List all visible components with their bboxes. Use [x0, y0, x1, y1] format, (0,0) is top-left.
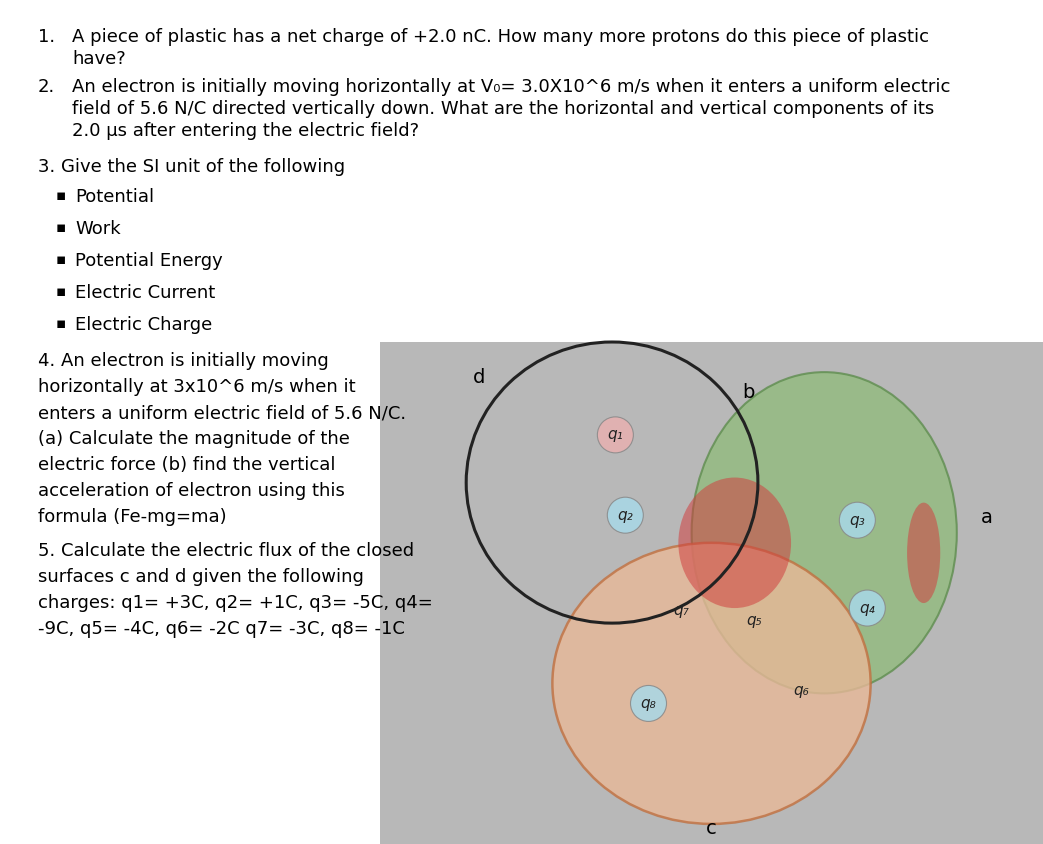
- Ellipse shape: [678, 478, 791, 608]
- Text: q₈: q₈: [640, 696, 656, 711]
- Text: 3. Give the SI unit of the following: 3. Give the SI unit of the following: [38, 158, 345, 176]
- Text: Work: Work: [75, 220, 121, 238]
- Text: Electric Current: Electric Current: [75, 284, 215, 302]
- Text: An electron is initially moving horizontally at V₀= 3.0X10^6 m/s when it enters : An electron is initially moving horizont…: [72, 78, 950, 96]
- Text: c: c: [706, 820, 717, 838]
- Text: q₆: q₆: [793, 684, 809, 698]
- Text: Potential Energy: Potential Energy: [75, 252, 223, 270]
- Text: ▪: ▪: [56, 220, 67, 235]
- Text: ▪: ▪: [56, 188, 67, 203]
- Circle shape: [598, 417, 633, 453]
- Text: charges: q1= +3C, q2= +1C, q3= -5C, q4=: charges: q1= +3C, q2= +1C, q3= -5C, q4=: [38, 594, 433, 612]
- Text: Potential: Potential: [75, 188, 154, 206]
- Circle shape: [631, 685, 666, 722]
- Text: 2.: 2.: [38, 78, 55, 96]
- Text: enters a uniform electric field of 5.6 N/C.: enters a uniform electric field of 5.6 N…: [38, 404, 406, 422]
- FancyBboxPatch shape: [380, 342, 1043, 844]
- Text: surfaces c and d given the following: surfaces c and d given the following: [38, 568, 364, 586]
- Text: 1.: 1.: [38, 28, 55, 46]
- Text: q₄: q₄: [859, 601, 875, 615]
- Text: Electric Charge: Electric Charge: [75, 316, 212, 334]
- Text: d: d: [474, 368, 486, 387]
- Text: (a) Calculate the magnitude of the: (a) Calculate the magnitude of the: [38, 430, 349, 448]
- Text: 4. An electron is initially moving: 4. An electron is initially moving: [38, 352, 329, 370]
- Text: a: a: [980, 508, 993, 528]
- Text: ▪: ▪: [56, 252, 67, 267]
- Text: ▪: ▪: [56, 316, 67, 331]
- Ellipse shape: [692, 372, 956, 694]
- Text: b: b: [742, 382, 754, 402]
- Text: horizontally at 3x10^6 m/s when it: horizontally at 3x10^6 m/s when it: [38, 378, 356, 396]
- Text: have?: have?: [72, 50, 126, 68]
- Text: formula (Fe-mg=ma): formula (Fe-mg=ma): [38, 508, 226, 526]
- Ellipse shape: [553, 543, 871, 824]
- Text: q₂: q₂: [617, 508, 633, 522]
- Text: acceleration of electron using this: acceleration of electron using this: [38, 482, 345, 500]
- Text: q₃: q₃: [849, 512, 866, 528]
- Text: q₅: q₅: [747, 613, 762, 628]
- Text: electric force (b) find the vertical: electric force (b) find the vertical: [38, 456, 336, 474]
- Text: field of 5.6 N/C directed vertically down. What are the horizontal and vertical : field of 5.6 N/C directed vertically dow…: [72, 100, 935, 118]
- Text: q₇: q₇: [674, 603, 689, 618]
- Text: ▪: ▪: [56, 284, 67, 299]
- Text: 2.0 μs after entering the electric field?: 2.0 μs after entering the electric field…: [72, 122, 419, 140]
- Circle shape: [607, 497, 644, 533]
- Text: q₁: q₁: [607, 427, 624, 442]
- Ellipse shape: [907, 503, 940, 603]
- Circle shape: [849, 590, 886, 626]
- Text: -9C, q5= -4C, q6= -2C q7= -3C, q8= -1C: -9C, q5= -4C, q6= -2C q7= -3C, q8= -1C: [38, 620, 405, 638]
- Text: A piece of plastic has a net charge of +2.0 nC. How many more protons do this pi: A piece of plastic has a net charge of +…: [72, 28, 929, 46]
- Circle shape: [840, 502, 875, 538]
- Text: 5. Calculate the electric flux of the closed: 5. Calculate the electric flux of the cl…: [38, 542, 414, 560]
